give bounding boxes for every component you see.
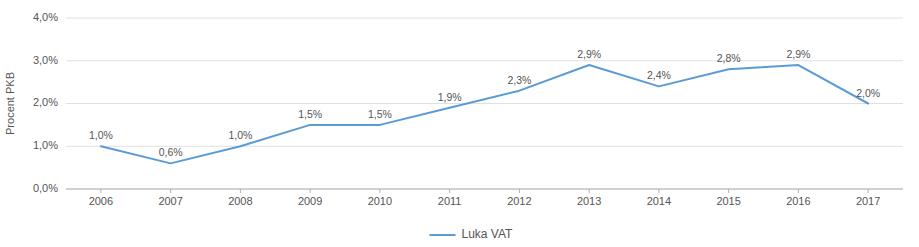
- data-label: 2,3%: [507, 74, 531, 86]
- data-label: 2,0%: [856, 87, 880, 99]
- x-tick-label: 2011: [438, 195, 462, 207]
- x-axis: 2006 2007 2008 2009 2010 2011 2012 2013 2014 2015…: [89, 189, 881, 207]
- series-line: [101, 65, 868, 163]
- grid-line: [66, 60, 903, 61]
- data-label: 1,0%: [228, 129, 252, 141]
- grid-line: [66, 189, 903, 190]
- x-tick-label: 2006: [89, 195, 113, 207]
- chart: 0,0% 1,0% 2,0% 3,0% 4,0% 2006 2007 2008 2009 2010…: [0, 0, 919, 247]
- x-tick: [589, 189, 590, 193]
- grid-line: [66, 103, 903, 104]
- data-label: 1,0%: [89, 129, 113, 141]
- x-tick-label: 2008: [228, 195, 252, 207]
- x-tick-label: 2012: [507, 195, 531, 207]
- x-tick: [798, 189, 799, 193]
- x-tick-label: 2016: [786, 195, 810, 207]
- data-labels: 1,0% 0,6% 1,0% 1,5% 1,5% 1,9% 2,3% 2,9% 2,4% 2,8%…: [89, 48, 880, 158]
- data-label: 2,4%: [647, 69, 671, 81]
- x-tick-label: 2017: [856, 195, 880, 207]
- x-tick: [240, 189, 241, 193]
- x-tick-label: 2007: [158, 195, 182, 207]
- x-axis-line: [66, 189, 903, 190]
- plot-area: [101, 65, 868, 163]
- x-tick: [519, 189, 520, 193]
- page: {"chart_data": {"type": "line", "ylabel"…: [0, 0, 919, 247]
- legend-label: Luka VAT: [462, 227, 514, 241]
- data-label: 2,9%: [786, 48, 810, 60]
- data-label: 1,9%: [438, 91, 462, 103]
- y-axis: 0,0% 1,0% 2,0% 3,0% 4,0%: [33, 11, 58, 194]
- y-tick-label: 3,0%: [33, 54, 58, 66]
- data-label: 2,8%: [717, 52, 741, 64]
- legend: Luka VAT: [430, 227, 514, 241]
- x-tick: [310, 189, 311, 193]
- x-tick: [449, 189, 450, 193]
- y-grid: [66, 18, 903, 189]
- y-axis-label: Procent PKB: [4, 72, 16, 135]
- data-label: 0,6%: [159, 146, 183, 158]
- data-label: 1,5%: [298, 108, 322, 120]
- grid-line: [66, 146, 903, 147]
- data-label: 1,5%: [368, 108, 392, 120]
- y-tick-label: 0,0%: [33, 182, 58, 194]
- x-tick: [170, 189, 171, 193]
- x-tick-label: 2010: [368, 195, 392, 207]
- y-tick-label: 4,0%: [33, 11, 58, 23]
- legend-swatch: [430, 234, 456, 236]
- grid-line: [66, 18, 903, 19]
- x-tick-label: 2009: [298, 195, 322, 207]
- x-tick: [379, 189, 380, 193]
- x-tick-label: 2013: [577, 195, 601, 207]
- x-tick: [728, 189, 729, 193]
- x-tick-label: 2014: [647, 195, 671, 207]
- x-tick-label: 2015: [716, 195, 740, 207]
- x-tick: [658, 189, 659, 193]
- y-tick-label: 1,0%: [33, 139, 58, 151]
- data-label: 2,9%: [577, 48, 601, 60]
- x-tick: [100, 189, 101, 193]
- y-tick-label: 2,0%: [33, 96, 58, 108]
- x-tick: [868, 189, 869, 193]
